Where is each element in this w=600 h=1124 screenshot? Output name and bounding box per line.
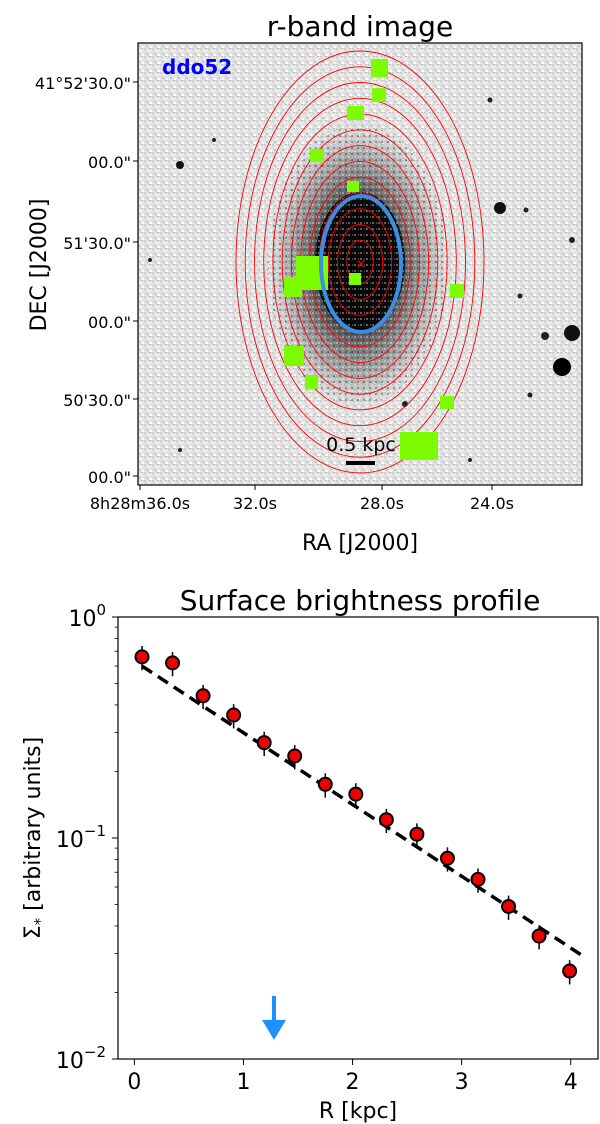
- star: [569, 237, 575, 243]
- masked-regions: [284, 59, 464, 460]
- star: [523, 207, 529, 213]
- mask: [347, 181, 359, 192]
- rband-x-ticks: [139, 485, 493, 490]
- ytick-label: 10−1: [56, 822, 106, 853]
- star: [487, 97, 493, 103]
- mask: [440, 396, 454, 409]
- xtick-label: 2: [346, 1070, 360, 1095]
- profile-ylabel: Σ* [arbitrary units]: [21, 737, 49, 939]
- mask: [284, 277, 302, 297]
- data-point: [562, 963, 578, 979]
- data-point: [226, 707, 242, 723]
- rband-y-ticks: [133, 81, 138, 477]
- rband-panel: r-band image: [27, 10, 583, 556]
- mask: [372, 88, 386, 102]
- data-point: [256, 735, 272, 751]
- mask: [450, 284, 464, 298]
- star: [541, 332, 549, 340]
- data-point: [470, 871, 486, 887]
- rband-ylabel: DEC [J2000]: [27, 199, 52, 332]
- ytick-label: 00.0": [88, 313, 131, 332]
- ytick-label: 41°52'30.0": [35, 74, 131, 93]
- mask: [349, 273, 361, 285]
- ytick-label: 10−2: [56, 1043, 106, 1074]
- half-light-ellipse: [319, 194, 403, 334]
- galaxy-name-label: ddo52: [162, 55, 232, 79]
- data-point: [439, 850, 455, 866]
- ytick-label: 50'30.0": [63, 391, 131, 410]
- xtick-label: 3: [455, 1070, 469, 1095]
- data-points: [134, 649, 578, 979]
- ytick-label: 51'30.0": [63, 234, 131, 253]
- xtick-label: 32.0s: [233, 494, 277, 513]
- mask: [284, 346, 304, 366]
- center-marker: ×: [356, 257, 367, 272]
- rband-image: × 0.5 kpc: [138, 43, 582, 485]
- star: [517, 293, 523, 299]
- xtick-label: 4: [564, 1070, 578, 1095]
- data-point: [134, 649, 150, 665]
- data-point: [317, 776, 333, 792]
- data-point: [287, 748, 303, 764]
- xtick-label: 28.0s: [360, 494, 404, 513]
- star: [402, 401, 408, 407]
- profile-ticks: [112, 616, 572, 1065]
- isophote-contour: [235, 50, 485, 474]
- ytick-label: 100: [68, 601, 106, 632]
- profile-xlabel: R [kpc]: [319, 1099, 397, 1124]
- xtick-label: 0: [127, 1070, 141, 1095]
- arrow-marker: [262, 995, 286, 1040]
- rband-y-ticklabels: 41°52'30.0" 00.0" 51'30.0" 00.0" 50'30.0…: [35, 74, 131, 487]
- rband-frame: [137, 42, 583, 486]
- data-point: [348, 786, 364, 802]
- mask: [305, 375, 318, 389]
- arrow-head: [262, 1019, 286, 1040]
- rband-title: r-band image: [267, 10, 453, 43]
- star: [178, 448, 182, 452]
- isophote-contour: [281, 129, 439, 395]
- profile-panel: Surface brightness profile 0 1 2 3 4 10−2 10−1…: [21, 584, 599, 1124]
- isophote-contour: [263, 97, 457, 427]
- mask: [371, 59, 388, 77]
- ylabel-rest: [arbitrary units]: [21, 737, 46, 918]
- data-point: [531, 928, 547, 944]
- star: [494, 202, 506, 214]
- star: [553, 358, 571, 376]
- mask: [400, 432, 438, 460]
- star: [148, 258, 152, 262]
- xtick-label: 1: [236, 1070, 250, 1095]
- profile-title: Surface brightness profile: [180, 584, 541, 617]
- star: [468, 458, 472, 462]
- data-point: [195, 688, 211, 704]
- scalebar-label: 0.5 kpc: [326, 434, 396, 456]
- star: [527, 392, 533, 398]
- star: [564, 325, 580, 341]
- isophote-contour: [254, 82, 466, 442]
- rband-x-ticklabels: 8h28m36.0s 32.0s 28.0s 24.0s: [90, 494, 514, 513]
- ylabel-sigma: Σ: [21, 925, 46, 939]
- isophote-contour: [327, 208, 393, 316]
- data-point: [378, 812, 394, 828]
- data-point: [501, 898, 517, 914]
- mask: [347, 106, 364, 120]
- profile-ticklabels: 0 1 2 3 4 10−2 10−1 100: [56, 601, 578, 1095]
- star: [212, 138, 216, 142]
- isophote-contour: [290, 145, 430, 379]
- profile-frame: [117, 616, 599, 1060]
- xtick-label: 8h28m36.0s: [90, 494, 190, 513]
- ytick-label: 00.0": [88, 153, 131, 172]
- xtick-label: 24.0s: [470, 494, 514, 513]
- isophote-contour: [337, 224, 383, 300]
- star: [176, 161, 184, 169]
- data-point: [165, 655, 181, 671]
- ylabel-sub: *: [31, 917, 49, 925]
- rband-xlabel: RA [J2000]: [302, 531, 418, 556]
- isophote-contour: [244, 66, 476, 458]
- data-point: [409, 826, 425, 842]
- ytick-label: 00.0": [88, 468, 131, 487]
- mask: [310, 149, 324, 162]
